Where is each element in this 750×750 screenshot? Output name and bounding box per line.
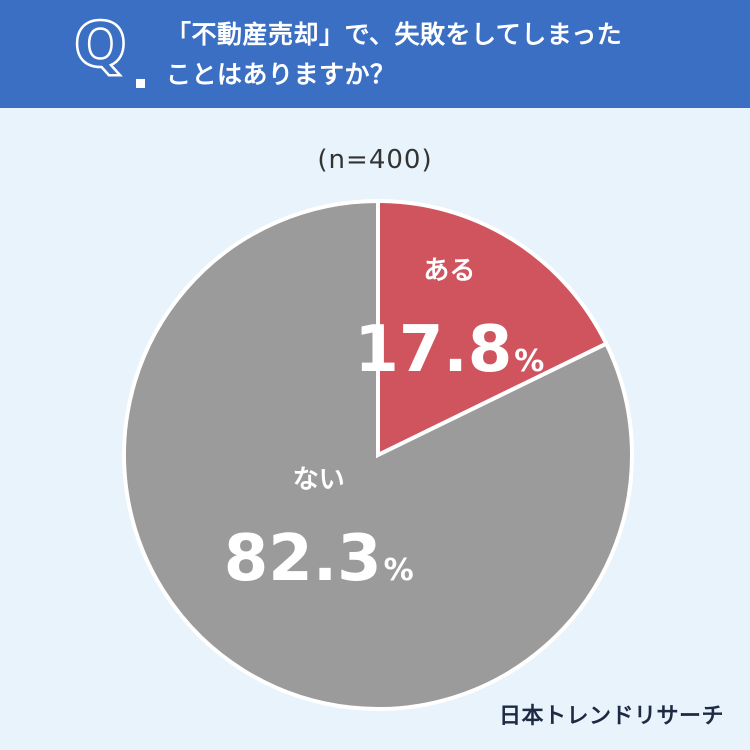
brand-logo: 日本トレンドリサーチ: [498, 704, 724, 729]
slice-value-label: 82.3%: [224, 522, 414, 596]
question-line-1: 「不動産売却」で、失敗をしてしまった: [166, 20, 623, 49]
slice-category-label: ない: [293, 465, 345, 495]
question-header: Q 「不動産売却」で、失敗をしてしまった ことはありますか？: [0, 0, 750, 108]
sample-size: (n=400): [317, 145, 433, 175]
pie-slice-no: [122, 198, 634, 711]
slice-value-label: 17.8%: [354, 313, 544, 387]
q-dot: [136, 79, 145, 88]
q-mark: Q: [73, 8, 128, 81]
pie-slice-yes: [376, 198, 610, 459]
slice-category-label: ある: [423, 256, 475, 286]
question-line-2: ことはありますか？: [166, 60, 396, 89]
